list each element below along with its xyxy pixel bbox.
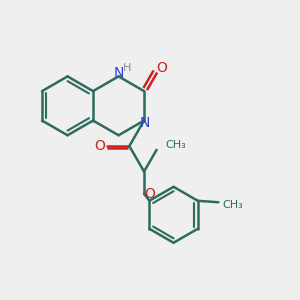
Text: O: O [156,61,167,75]
Text: CH₃: CH₃ [223,200,244,210]
Text: CH₃: CH₃ [165,140,186,151]
Text: N: N [114,66,124,80]
Text: O: O [145,187,155,201]
Text: H: H [123,63,131,73]
Text: O: O [94,139,105,153]
Text: N: N [140,116,150,130]
